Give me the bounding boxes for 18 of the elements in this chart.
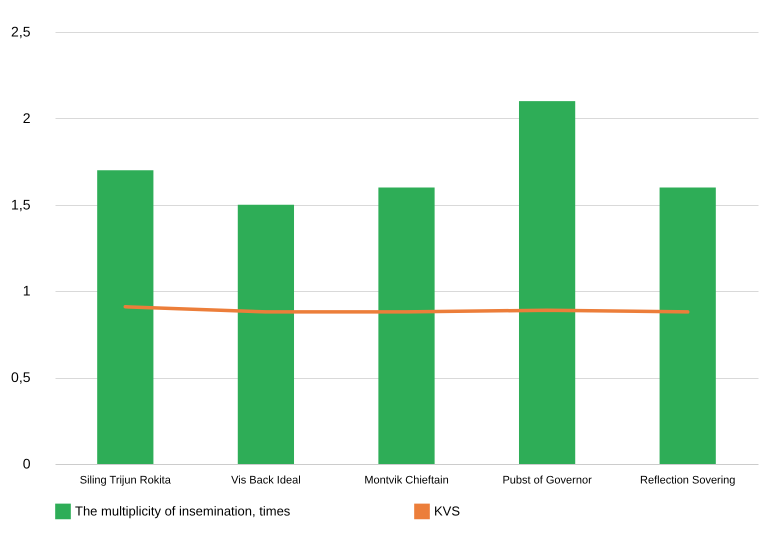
legend-label: KVS — [434, 503, 460, 518]
bar — [238, 204, 294, 464]
bar — [518, 101, 576, 464]
y-tick-label: 2 — [22, 110, 31, 126]
y-tick-label: 0,5 — [11, 369, 31, 386]
x-tick-label: Siling Trijun Rokita — [80, 474, 172, 486]
x-tick-label: Reflection Sovering — [640, 474, 736, 486]
x-tick-label: Montvik Chieftain — [364, 474, 449, 486]
bar — [660, 188, 716, 464]
bar — [378, 188, 435, 464]
bar — [97, 170, 154, 464]
x-tick-label: Pubst of Governor — [502, 474, 592, 486]
x-tick-label: Vis Back Ideal — [231, 474, 301, 486]
y-tick-label: 1 — [22, 282, 31, 299]
legend-label: The multiplicity of insemination, times — [75, 503, 291, 518]
y-tick-label: 2,5 — [11, 24, 31, 40]
y-tick-label: 1,5 — [11, 196, 31, 212]
y-tick-label: 0 — [22, 456, 31, 472]
